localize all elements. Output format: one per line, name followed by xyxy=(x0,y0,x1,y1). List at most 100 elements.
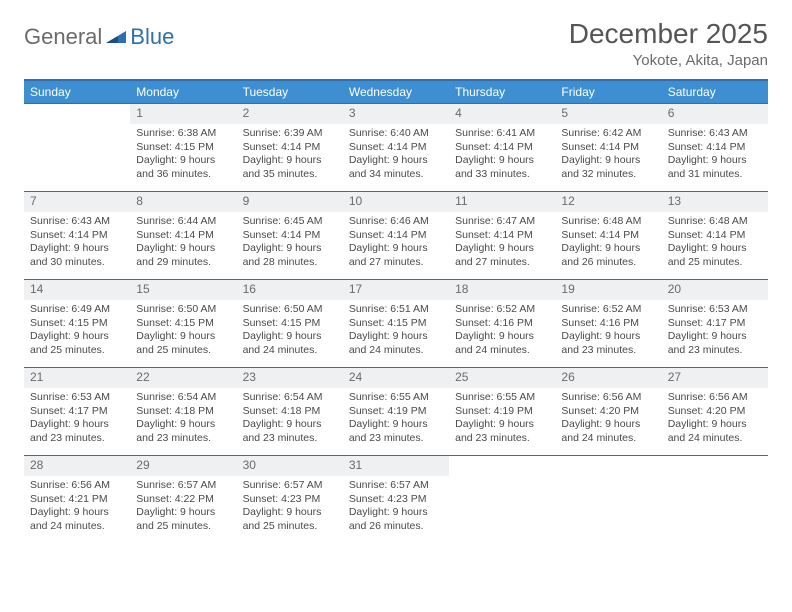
calendar-day-cell: 9Sunrise: 6:45 AMSunset: 4:14 PMDaylight… xyxy=(237,192,343,280)
day-number: 18 xyxy=(449,280,555,300)
day-number: 13 xyxy=(662,192,768,212)
day-number: 29 xyxy=(130,456,236,476)
day-info-line: and 25 minutes. xyxy=(136,344,230,357)
day-info-line: Sunset: 4:23 PM xyxy=(349,493,443,506)
day-info-line: Sunrise: 6:53 AM xyxy=(30,391,124,404)
weekday-header: Monday xyxy=(130,80,236,104)
day-info-line: and 27 minutes. xyxy=(455,256,549,269)
day-info-line: Daylight: 9 hours xyxy=(136,418,230,431)
day-info-line: Sunset: 4:14 PM xyxy=(455,141,549,154)
day-info-line: Sunrise: 6:56 AM xyxy=(668,391,762,404)
calendar-day-cell: 25Sunrise: 6:55 AMSunset: 4:19 PMDayligh… xyxy=(449,368,555,456)
day-number: 6 xyxy=(662,104,768,124)
day-info-line: Sunset: 4:14 PM xyxy=(561,141,655,154)
calendar-day-cell xyxy=(24,104,130,192)
calendar-day-cell: 30Sunrise: 6:57 AMSunset: 4:23 PMDayligh… xyxy=(237,456,343,544)
calendar-week-row: 14Sunrise: 6:49 AMSunset: 4:15 PMDayligh… xyxy=(24,280,768,368)
calendar-day-cell: 15Sunrise: 6:50 AMSunset: 4:15 PMDayligh… xyxy=(130,280,236,368)
day-body: Sunrise: 6:57 AMSunset: 4:22 PMDaylight:… xyxy=(130,476,236,537)
day-info-line: Daylight: 9 hours xyxy=(349,418,443,431)
day-info-line: Daylight: 9 hours xyxy=(243,506,337,519)
day-info-line: Daylight: 9 hours xyxy=(668,154,762,167)
day-info-line: Daylight: 9 hours xyxy=(349,506,443,519)
day-info-line: Sunset: 4:15 PM xyxy=(136,317,230,330)
day-body: Sunrise: 6:55 AMSunset: 4:19 PMDaylight:… xyxy=(343,388,449,449)
day-info-line: and 31 minutes. xyxy=(668,168,762,181)
day-info-line: Daylight: 9 hours xyxy=(243,418,337,431)
day-info-line: and 24 minutes. xyxy=(561,432,655,445)
day-info-line: and 23 minutes. xyxy=(136,432,230,445)
day-info-line: Sunset: 4:16 PM xyxy=(455,317,549,330)
calendar-day-cell: 3Sunrise: 6:40 AMSunset: 4:14 PMDaylight… xyxy=(343,104,449,192)
day-body: Sunrise: 6:39 AMSunset: 4:14 PMDaylight:… xyxy=(237,124,343,185)
title-block: December 2025 Yokote, Akita, Japan xyxy=(569,18,768,69)
day-info-line: Sunrise: 6:54 AM xyxy=(136,391,230,404)
calendar-week-row: 7Sunrise: 6:43 AMSunset: 4:14 PMDaylight… xyxy=(24,192,768,280)
day-info-line: Daylight: 9 hours xyxy=(668,330,762,343)
calendar-body: 1Sunrise: 6:38 AMSunset: 4:15 PMDaylight… xyxy=(24,104,768,544)
day-info-line: Daylight: 9 hours xyxy=(30,242,124,255)
day-info-line: and 26 minutes. xyxy=(349,520,443,533)
calendar-day-cell xyxy=(662,456,768,544)
day-number: 4 xyxy=(449,104,555,124)
day-info-line: Sunset: 4:22 PM xyxy=(136,493,230,506)
day-number: 2 xyxy=(237,104,343,124)
day-info-line: and 25 minutes. xyxy=(243,520,337,533)
calendar-day-cell: 4Sunrise: 6:41 AMSunset: 4:14 PMDaylight… xyxy=(449,104,555,192)
day-info-line: and 34 minutes. xyxy=(349,168,443,181)
day-body: Sunrise: 6:52 AMSunset: 4:16 PMDaylight:… xyxy=(449,300,555,361)
calendar-week-row: 1Sunrise: 6:38 AMSunset: 4:15 PMDaylight… xyxy=(24,104,768,192)
day-info-line: and 28 minutes. xyxy=(243,256,337,269)
day-number: 5 xyxy=(555,104,661,124)
weekday-header: Sunday xyxy=(24,80,130,104)
day-info-line: Sunrise: 6:51 AM xyxy=(349,303,443,316)
day-number: 14 xyxy=(24,280,130,300)
calendar-day-cell: 13Sunrise: 6:48 AMSunset: 4:14 PMDayligh… xyxy=(662,192,768,280)
day-info-line: Daylight: 9 hours xyxy=(561,418,655,431)
day-number: 25 xyxy=(449,368,555,388)
day-info-line: Sunset: 4:14 PM xyxy=(668,229,762,242)
day-info-line: Sunset: 4:14 PM xyxy=(136,229,230,242)
day-info-line: Sunrise: 6:41 AM xyxy=(455,127,549,140)
day-info-line: Sunrise: 6:57 AM xyxy=(136,479,230,492)
day-info-line: and 23 minutes. xyxy=(30,432,124,445)
day-body: Sunrise: 6:51 AMSunset: 4:15 PMDaylight:… xyxy=(343,300,449,361)
day-body: Sunrise: 6:38 AMSunset: 4:15 PMDaylight:… xyxy=(130,124,236,185)
day-info-line: and 25 minutes. xyxy=(30,344,124,357)
day-number: 1 xyxy=(130,104,236,124)
day-info-line: Daylight: 9 hours xyxy=(349,242,443,255)
weekday-header: Saturday xyxy=(662,80,768,104)
day-info-line: Daylight: 9 hours xyxy=(243,330,337,343)
day-info-line: and 23 minutes. xyxy=(561,344,655,357)
day-info-line: Sunrise: 6:43 AM xyxy=(30,215,124,228)
day-info-line: Daylight: 9 hours xyxy=(349,154,443,167)
calendar-day-cell: 27Sunrise: 6:56 AMSunset: 4:20 PMDayligh… xyxy=(662,368,768,456)
day-info-line: Sunrise: 6:40 AM xyxy=(349,127,443,140)
day-body: Sunrise: 6:40 AMSunset: 4:14 PMDaylight:… xyxy=(343,124,449,185)
day-number: 12 xyxy=(555,192,661,212)
logo-mark-icon xyxy=(106,27,126,48)
day-number: 10 xyxy=(343,192,449,212)
calendar-day-cell: 29Sunrise: 6:57 AMSunset: 4:22 PMDayligh… xyxy=(130,456,236,544)
calendar-day-cell: 16Sunrise: 6:50 AMSunset: 4:15 PMDayligh… xyxy=(237,280,343,368)
day-body: Sunrise: 6:44 AMSunset: 4:14 PMDaylight:… xyxy=(130,212,236,273)
weekday-header: Friday xyxy=(555,80,661,104)
day-info-line: Daylight: 9 hours xyxy=(668,242,762,255)
day-info-line: Sunset: 4:15 PM xyxy=(30,317,124,330)
location-subtitle: Yokote, Akita, Japan xyxy=(569,52,768,69)
day-info-line: Daylight: 9 hours xyxy=(455,242,549,255)
calendar-day-cell: 19Sunrise: 6:52 AMSunset: 4:16 PMDayligh… xyxy=(555,280,661,368)
logo: General Blue xyxy=(24,18,174,50)
calendar-day-cell: 1Sunrise: 6:38 AMSunset: 4:15 PMDaylight… xyxy=(130,104,236,192)
day-info-line: Sunset: 4:14 PM xyxy=(349,229,443,242)
day-info-line: Sunrise: 6:43 AM xyxy=(668,127,762,140)
calendar-day-cell: 10Sunrise: 6:46 AMSunset: 4:14 PMDayligh… xyxy=(343,192,449,280)
day-body: Sunrise: 6:54 AMSunset: 4:18 PMDaylight:… xyxy=(237,388,343,449)
day-info-line: Sunrise: 6:57 AM xyxy=(349,479,443,492)
day-info-line: Sunset: 4:15 PM xyxy=(349,317,443,330)
logo-text-general: General xyxy=(24,24,102,50)
day-info-line: Sunset: 4:20 PM xyxy=(561,405,655,418)
day-info-line: Daylight: 9 hours xyxy=(136,506,230,519)
day-number: 15 xyxy=(130,280,236,300)
calendar-day-cell: 21Sunrise: 6:53 AMSunset: 4:17 PMDayligh… xyxy=(24,368,130,456)
